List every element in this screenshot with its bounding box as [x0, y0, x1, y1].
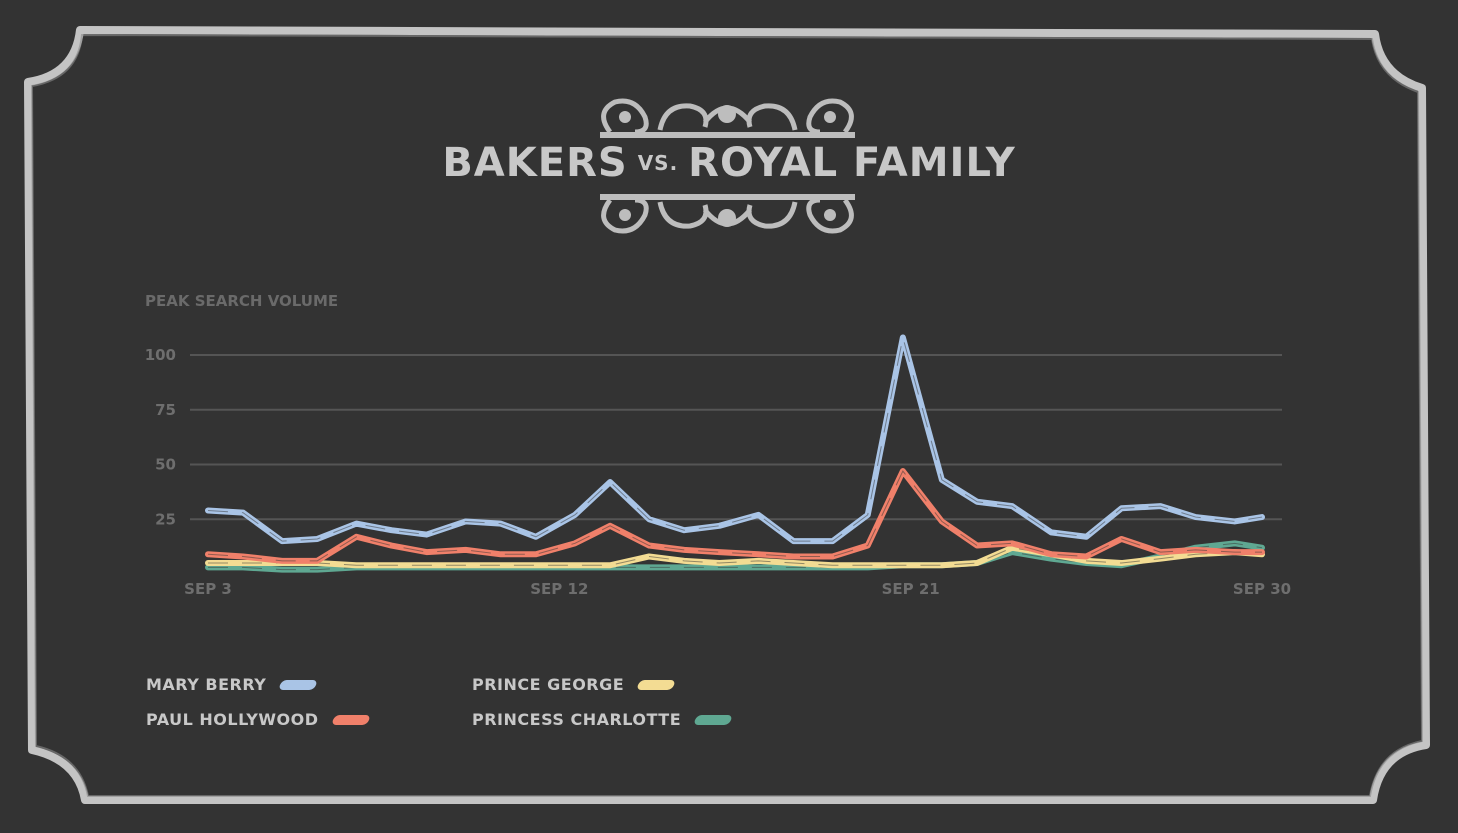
legend-swatch: [636, 679, 677, 690]
x-tick-label: SEP 21: [882, 580, 940, 598]
series-line-mary-berry: [205, 334, 1265, 545]
legend-item-paul-hollywood: PAUL HOLLYWOOD: [146, 710, 371, 729]
y-tick-label: 100: [145, 346, 176, 364]
legend-label: MARY BERRY: [146, 675, 267, 694]
series-chalk-texture: [207, 337, 1263, 542]
legend-swatch: [278, 679, 319, 690]
legend-item-princess-charlotte: PRINCESS CHARLOTTE: [472, 710, 733, 729]
series-chalk-texture: [208, 547, 1263, 566]
y-tick-label: 25: [155, 510, 176, 528]
y-axis-label: PEAK SEARCH VOLUME: [145, 292, 339, 310]
legend-swatch: [693, 714, 733, 725]
x-tick-label: SEP 12: [530, 580, 588, 598]
y-tick-label: 75: [155, 401, 176, 419]
title-royal-family: ROYAL FAMILY: [688, 140, 1016, 186]
legend-label: PRINCE GEORGE: [472, 675, 625, 694]
legend-item-prince-george: PRINCE GEORGE: [472, 675, 677, 694]
legend-label: PAUL HOLLYWOOD: [146, 710, 319, 729]
legend-item-mary-berry: MARY BERRY: [146, 675, 319, 694]
x-tick-label: SEP 3: [184, 580, 232, 598]
legend-label: PRINCESS CHARLOTTE: [472, 710, 682, 729]
series-chalk-texture: [207, 470, 1262, 562]
bottom-ornament: [600, 194, 855, 234]
x-tick-label: SEP 30: [1233, 580, 1291, 598]
legend-swatch: [330, 714, 371, 725]
title-bakers: BAKERS: [442, 140, 628, 186]
chart-title: BAKERS VS. ROYAL FAMILY: [0, 140, 1458, 186]
y-tick-label: 50: [155, 456, 176, 474]
top-ornament: [600, 98, 855, 138]
title-vs: VS.: [637, 151, 679, 175]
